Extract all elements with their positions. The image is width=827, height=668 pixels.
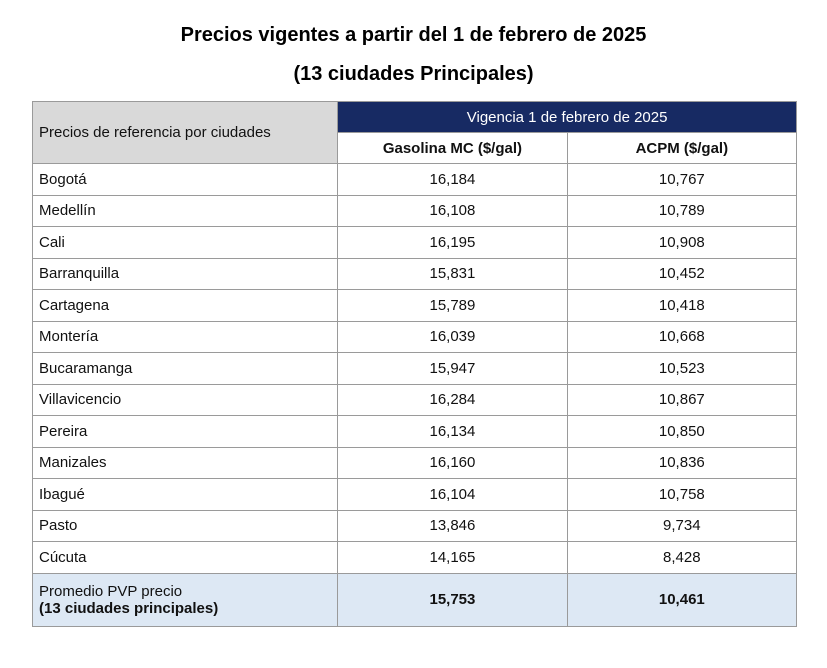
city-name: Cartagena	[31, 289, 339, 322]
column-header: Gasolina MC ($/gal)	[337, 132, 568, 164]
price: 10,850	[566, 415, 798, 448]
city-name: Villavicencio	[31, 383, 339, 416]
column-header: ACPM ($/gal)	[566, 132, 798, 164]
price: 16,039	[337, 320, 568, 353]
price: 16,108	[337, 194, 568, 227]
city-row: Pereira 16,134 10,850	[31, 415, 798, 448]
price: 10,668	[566, 320, 798, 353]
price: 10,836	[566, 446, 798, 479]
average-label: Promedio PVP precio (13 ciudades principa…	[31, 572, 339, 627]
price: 16,195	[337, 226, 568, 259]
label-line: Promedio PVP precio	[39, 582, 183, 600]
price: 10,418	[566, 289, 798, 322]
city-row: Cartagena 15,789 10,418	[31, 289, 798, 322]
average-value: 15,753	[337, 572, 568, 627]
label-line: (13 ciudades principales)	[39, 599, 219, 617]
city-name: Pereira	[31, 415, 339, 448]
city-row: Manizales 16,160 10,836	[31, 446, 798, 479]
city-row: Barranquilla 15,831 10,452	[31, 257, 798, 290]
price-table: Precios de referencia por ciudades Vigen…	[31, 101, 798, 627]
city-name: Medellín	[31, 194, 339, 227]
price: 13,846	[337, 509, 568, 542]
city-row: Bogotá 16,184 10,767	[31, 163, 798, 196]
price: 10,908	[566, 226, 798, 259]
city-row: Montería 16,039 10,668	[31, 320, 798, 353]
price: 15,831	[337, 257, 568, 290]
city-name: Bucaramanga	[31, 352, 339, 385]
average-row: Promedio PVP precio (13 ciudades principa…	[31, 572, 798, 627]
city-name: Montería	[31, 320, 339, 353]
city-row: Ibagué 16,104 10,758	[31, 478, 798, 511]
city-name: Manizales	[31, 446, 339, 479]
city-name: Bogotá	[31, 163, 339, 196]
price: 15,947	[337, 352, 568, 385]
price: 15,789	[337, 289, 568, 322]
city-name: Cúcuta	[31, 541, 339, 574]
price: 10,523	[566, 352, 798, 385]
city-name: Cali	[31, 226, 339, 259]
city-name: Pasto	[31, 509, 339, 542]
price: 10,867	[566, 383, 798, 416]
city-name: Barranquilla	[31, 257, 339, 290]
price: 9,734	[566, 509, 798, 542]
price: 8,428	[566, 541, 798, 574]
group-header: Vigencia 1 de febrero de 2025	[337, 101, 797, 133]
price: 10,452	[566, 257, 798, 290]
city-row: Villavicencio 16,284 10,867	[31, 383, 798, 416]
price: 16,134	[337, 415, 568, 448]
city-row: Bucaramanga 15,947 10,523	[31, 352, 798, 385]
city-row: Cali 16,195 10,908	[31, 226, 798, 259]
row-header: Precios de referencia por ciudades	[31, 101, 339, 164]
city-row: Pasto 13,846 9,734	[31, 509, 798, 542]
table-body: Bogotá 16,184 10,767 Medellín 16,108 10,789 Ca…	[31, 163, 798, 574]
city-row: Medellín 16,108 10,789	[31, 194, 798, 227]
price: 16,104	[337, 478, 568, 511]
price: 16,184	[337, 163, 568, 196]
average-value: 10,461	[566, 572, 798, 627]
price: 10,789	[566, 194, 798, 227]
price: 14,165	[337, 541, 568, 574]
price: 16,160	[337, 446, 568, 479]
city-name: Ibagué	[31, 478, 339, 511]
price: 16,284	[337, 383, 568, 416]
title: Precios vigentes a partir del 1 de febre…	[180, 24, 647, 46]
price: 10,767	[566, 163, 798, 196]
subtitle: (13 ciudades Principales)	[293, 63, 534, 85]
city-row: Cúcuta 14,165 8,428	[31, 541, 798, 574]
price: 10,758	[566, 478, 798, 511]
